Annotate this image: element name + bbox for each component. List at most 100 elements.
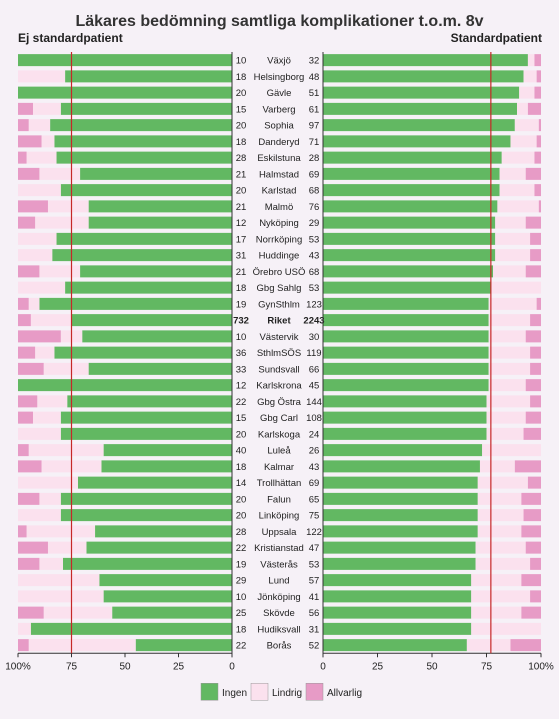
bar-left-ingen — [67, 395, 232, 408]
n-right-label: 69 — [309, 478, 320, 489]
legend: Ingen Lindrig Allvarlig — [200, 683, 362, 701]
row-name-label: Huddinge — [259, 251, 300, 262]
row-name-label: Borås — [267, 641, 292, 652]
row-riket: 732 Riket 2243 — [18, 314, 541, 327]
bar-left-allvarlig — [18, 265, 40, 278]
bar-right-lindrig — [475, 541, 526, 554]
row-västervik: 10 Västervik 30 — [18, 330, 541, 343]
row-name-label: Gbg Sahlg — [257, 283, 302, 294]
bar-right-lindrig — [471, 590, 531, 603]
n-left-label: 28 — [236, 153, 247, 164]
bar-right-lindrig — [486, 427, 524, 440]
bar-rows: 10 Växjö 32 18 Helsingborg 48 20 Gävle 51 15 Varbe… — [18, 54, 541, 652]
row-name-label: Gbg Östra — [257, 397, 302, 408]
bar-left-allvarlig — [18, 314, 31, 327]
bar-left-allvarlig — [18, 330, 61, 343]
legend-swatch-allvarlig — [305, 683, 324, 701]
bar-right-allvarlig — [521, 574, 541, 587]
row-name-label: Halmstad — [259, 169, 299, 180]
bar-left-ingen — [99, 574, 232, 587]
bar-right-allvarlig — [525, 265, 541, 278]
row-helsingborg: 18 Helsingborg 48 — [18, 70, 541, 83]
bar-right-ingen — [323, 460, 480, 473]
bar-left-ingen — [56, 151, 232, 164]
n-left-label: 12 — [236, 218, 247, 229]
bar-right-lindrig — [488, 379, 526, 392]
bar-right-allvarlig — [525, 541, 541, 554]
n-left-label: 19 — [236, 559, 247, 570]
axes: 100% 75 50 25 0 0 25 50 75 100% — [5, 52, 554, 672]
bar-left-ingen — [103, 444, 232, 457]
n-right-label: 119 — [306, 348, 321, 359]
bar-left-lindrig — [18, 70, 66, 83]
bar-left-allvarlig — [18, 395, 38, 408]
row-uppsala: 28 Uppsala 122 — [18, 525, 541, 538]
row-växjö: 10 Växjö 32 — [18, 54, 541, 67]
n-left-label: 10 — [236, 56, 247, 67]
n-right-label: 28 — [309, 153, 320, 164]
bar-left-ingen — [65, 70, 232, 83]
row-varberg: 15 Varberg 61 — [18, 102, 541, 115]
n-left-label: 20 — [236, 511, 247, 522]
n-left-label: 40 — [236, 446, 247, 457]
n-left-label: 732 — [233, 316, 249, 327]
bar-right-ingen — [323, 102, 518, 115]
n-right-label: 45 — [309, 381, 320, 392]
row-name-label: Karlskoga — [258, 429, 301, 440]
legend-label-allvarlig: Allvarlig — [327, 688, 362, 699]
row-name-label: Skövde — [263, 608, 295, 619]
n-left-label: 17 — [236, 234, 247, 245]
bar-right-ingen — [323, 314, 489, 327]
n-right-label: 43 — [309, 251, 320, 262]
n-right-label: 68 — [309, 267, 320, 278]
n-left-label: 29 — [236, 576, 247, 587]
n-right-label: 75 — [309, 511, 320, 522]
bar-left-ingen — [60, 509, 232, 522]
row-sundsvall: 33 Sundsvall 66 — [18, 362, 541, 375]
bar-right-lindrig — [490, 281, 541, 294]
bar-right-lindrig — [493, 265, 526, 278]
bar-right-ingen — [323, 135, 511, 148]
bar-right-allvarlig — [510, 639, 541, 652]
n-left-label: 33 — [236, 364, 247, 375]
bar-left-ingen — [18, 54, 232, 67]
right-tick-label: 50 — [426, 661, 438, 672]
bar-right-ingen — [323, 330, 489, 343]
bar-left-ingen — [82, 330, 232, 343]
bar-left-ingen — [65, 281, 232, 294]
n-left-label: 15 — [236, 413, 247, 424]
bar-right-lindrig — [527, 54, 535, 67]
bar-right-ingen — [323, 216, 496, 229]
row-karlskoga: 20 Karlskoga 24 — [18, 427, 541, 440]
bar-right-allvarlig — [536, 135, 541, 148]
bar-left-ingen — [95, 525, 232, 538]
n-right-label: 30 — [309, 332, 320, 343]
n-right-label: 31 — [309, 624, 320, 635]
n-left-label: 20 — [236, 494, 247, 505]
n-right-label: 71 — [309, 137, 320, 148]
n-left-label: 19 — [236, 299, 247, 310]
bar-right-allvarlig — [530, 232, 541, 245]
bar-left-ingen — [80, 167, 232, 180]
bar-left-lindrig — [18, 622, 31, 635]
bar-left-lindrig — [39, 167, 81, 180]
bar-left-lindrig — [35, 346, 55, 359]
n-right-label: 24 — [309, 429, 320, 440]
row-name-label: Hudiksvall — [257, 624, 300, 635]
bar-left-ingen — [18, 86, 232, 99]
n-right-label: 52 — [309, 641, 320, 652]
bar-right-allvarlig — [525, 167, 541, 180]
bar-left-ingen — [62, 557, 232, 570]
n-right-label: 108 — [306, 413, 322, 424]
row-huddinge: 31 Huddinge 43 — [18, 249, 541, 262]
row-kristianstad: 22 Kristianstad 47 — [18, 541, 541, 554]
bar-left-lindrig — [28, 119, 51, 132]
row-hudiksvall: 18 Hudiksvall 31 — [18, 622, 541, 635]
legend-label-ingen: Ingen — [222, 688, 247, 699]
bar-right-ingen — [323, 574, 472, 587]
bar-right-ingen — [323, 476, 478, 489]
row-västerås: 19 Västerås 53 — [18, 557, 541, 570]
bar-left-lindrig — [37, 395, 68, 408]
bar-left-lindrig — [18, 249, 53, 262]
bar-left-lindrig — [43, 606, 113, 619]
